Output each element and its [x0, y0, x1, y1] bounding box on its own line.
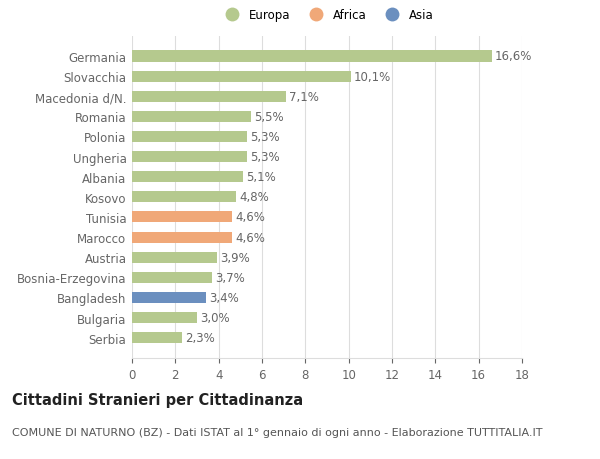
Text: 3,7%: 3,7% — [215, 271, 245, 284]
Text: 5,1%: 5,1% — [246, 171, 275, 184]
Text: 5,3%: 5,3% — [250, 151, 280, 164]
Bar — [132, 292, 206, 303]
Text: COMUNE DI NATURNO (BZ) - Dati ISTAT al 1° gennaio di ogni anno - Elaborazione TU: COMUNE DI NATURNO (BZ) - Dati ISTAT al 1… — [12, 427, 542, 437]
Bar — [132, 172, 242, 183]
Text: 3,4%: 3,4% — [209, 291, 239, 304]
Text: 5,3%: 5,3% — [250, 131, 280, 144]
Bar — [132, 151, 247, 163]
Text: 5,5%: 5,5% — [254, 111, 284, 123]
Bar — [132, 312, 197, 323]
Bar — [132, 51, 491, 62]
Bar — [132, 192, 236, 203]
Bar — [132, 72, 351, 83]
Bar — [132, 272, 212, 283]
Text: 4,6%: 4,6% — [235, 231, 265, 244]
Text: Cittadini Stranieri per Cittadinanza: Cittadini Stranieri per Cittadinanza — [12, 392, 303, 408]
Bar — [132, 132, 247, 143]
Bar — [132, 112, 251, 123]
Text: 3,9%: 3,9% — [220, 251, 250, 264]
Text: 2,3%: 2,3% — [185, 331, 215, 344]
Bar — [132, 252, 217, 263]
Bar — [132, 332, 182, 343]
Text: 3,0%: 3,0% — [200, 311, 230, 325]
Text: 7,1%: 7,1% — [289, 90, 319, 103]
Text: 4,8%: 4,8% — [239, 191, 269, 204]
Bar — [132, 212, 232, 223]
Legend: Europa, Africa, Asia: Europa, Africa, Asia — [215, 4, 439, 27]
Text: 4,6%: 4,6% — [235, 211, 265, 224]
Text: 16,6%: 16,6% — [495, 50, 532, 63]
Text: 10,1%: 10,1% — [354, 70, 391, 84]
Bar — [132, 91, 286, 102]
Bar — [132, 232, 232, 243]
